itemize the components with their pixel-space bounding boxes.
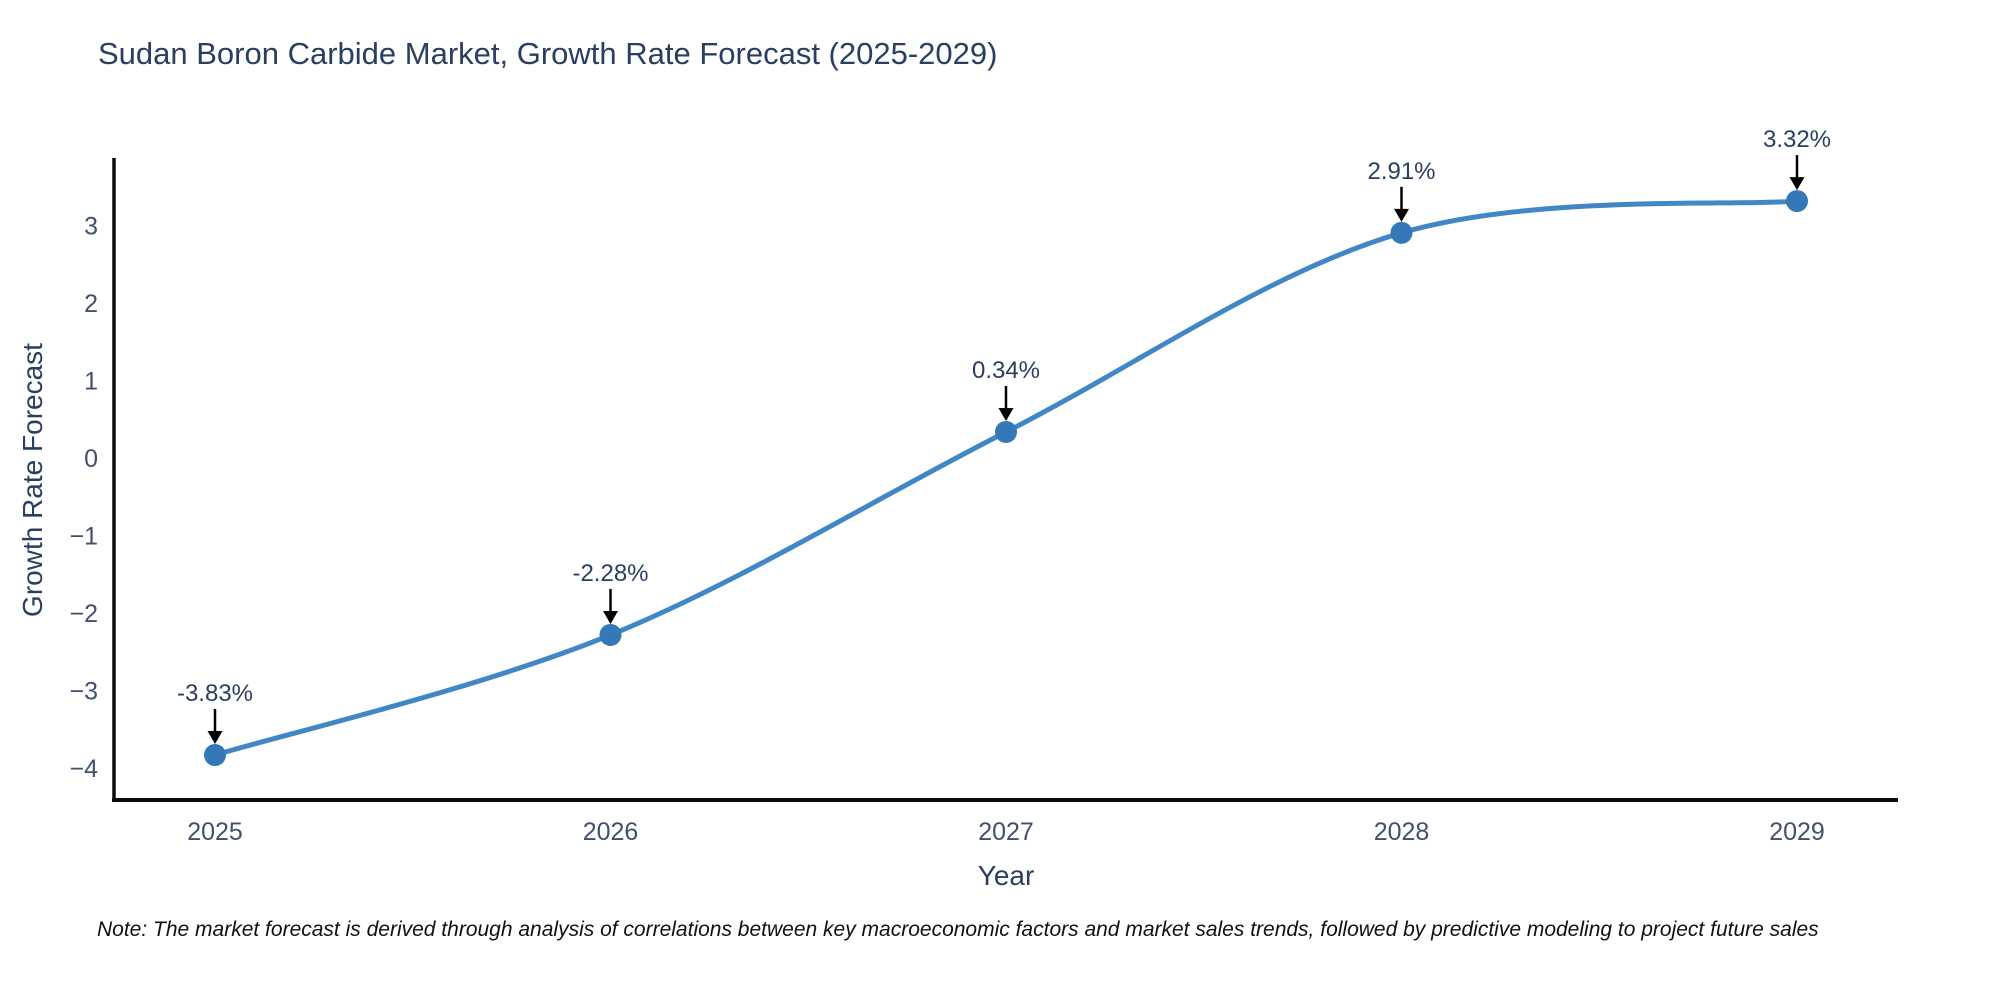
annotation-arrow-head (1789, 177, 1805, 191)
x-tick-label: 2027 (978, 818, 1034, 846)
annotation-label: -2.28% (572, 560, 648, 587)
y-tick-label: −3 (69, 678, 98, 706)
y-tick-label: 2 (84, 290, 98, 318)
annotation-arrow-head (998, 407, 1014, 421)
annotation-arrow-head (603, 610, 618, 624)
data-point-marker (1390, 221, 1413, 244)
y-tick-label: −1 (69, 523, 98, 551)
annotation-label: 3.32% (1763, 126, 1831, 153)
y-tick-label: −2 (69, 600, 98, 628)
data-point-marker (599, 623, 622, 646)
x-axis-title: Year (977, 860, 1035, 891)
annotation-label: 0.34% (972, 357, 1040, 384)
data-point-marker (204, 744, 226, 767)
chart-title: Sudan Boron Carbide Market, Growth Rate … (98, 36, 998, 71)
footnote: Note: The market forecast is derived thr… (97, 918, 1819, 941)
annotation-label: -3.83% (177, 680, 253, 707)
x-tick-label: 2026 (583, 818, 639, 846)
y-tick-label: −4 (69, 755, 98, 783)
annotation-arrow-head (207, 731, 223, 745)
x-tick-label: 2029 (1769, 818, 1825, 846)
y-tick-label: 0 (84, 445, 98, 473)
data-point-marker (1786, 190, 1808, 213)
y-tick-label: 3 (84, 213, 98, 241)
x-tick-label: 2028 (1374, 818, 1430, 846)
x-tick-label: 2025 (187, 818, 243, 846)
annotation-label: 2.91% (1367, 158, 1435, 185)
data-point-marker (995, 420, 1017, 443)
y-tick-label: 1 (84, 368, 98, 396)
line-series-path (212, 198, 1800, 758)
annotation-arrow-head (1394, 208, 1409, 222)
